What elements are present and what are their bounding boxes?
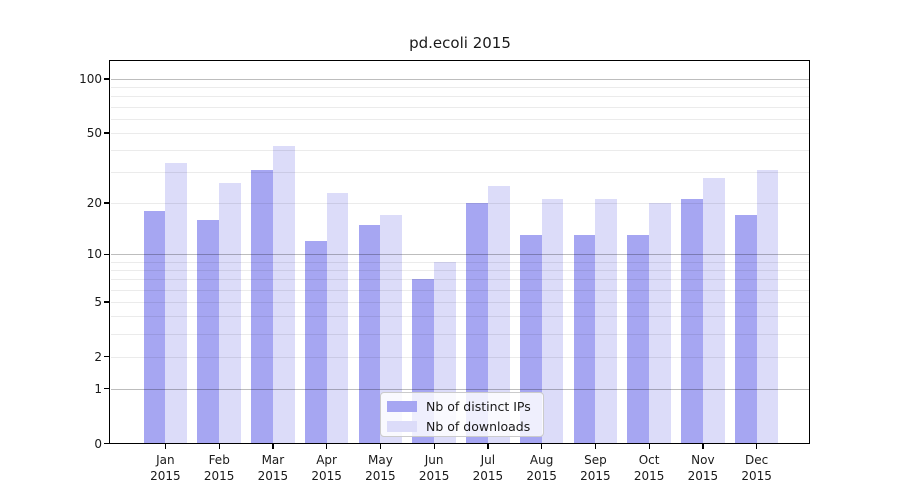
bar-dec-distinct-ips bbox=[734, 215, 757, 444]
gridline-minor-90 bbox=[110, 87, 809, 89]
gridline-minor-40 bbox=[110, 150, 809, 152]
gridline-minor-4 bbox=[110, 316, 809, 318]
x-tick-label-aug: Aug 2015 bbox=[526, 453, 557, 483]
x-tick-label-apr: Apr 2015 bbox=[311, 453, 342, 483]
bar-aug-downloads bbox=[541, 199, 564, 444]
gridline-minor-70 bbox=[110, 106, 809, 108]
y-tick-label-1: 1 bbox=[94, 381, 102, 396]
y-tick-100 bbox=[104, 78, 109, 80]
plot-frame bbox=[109, 60, 810, 444]
bar-dec-downloads bbox=[756, 169, 779, 444]
gridline-minor-7 bbox=[110, 279, 809, 281]
bar-feb-downloads bbox=[219, 183, 241, 444]
x-tick-aug bbox=[541, 443, 543, 449]
gridline-minor-5 bbox=[110, 302, 809, 303]
bar-nov-distinct-ips bbox=[681, 199, 703, 444]
legend-item-downloads: Nb of downloads bbox=[387, 418, 543, 435]
bar-sep-distinct-ips bbox=[573, 235, 596, 444]
y-tick-50 bbox=[104, 132, 109, 134]
gridline-minor-6 bbox=[110, 289, 809, 291]
x-tick-nov bbox=[702, 443, 704, 449]
gridline-major-1 bbox=[110, 388, 809, 390]
bar-jul-distinct-ips bbox=[466, 203, 488, 444]
x-tick-label-sep: Sep 2015 bbox=[580, 453, 611, 483]
bar-sep-downloads bbox=[595, 199, 618, 444]
gridline-minor-50 bbox=[110, 133, 809, 134]
x-tick-may bbox=[379, 443, 382, 449]
x-tick-label-dec: Dec 2015 bbox=[741, 453, 772, 483]
x-tick-jun bbox=[433, 443, 435, 449]
x-tick-label-jun: Jun 2015 bbox=[418, 453, 450, 483]
y-tick-20 bbox=[104, 202, 109, 204]
y-tick-label-100: 100 bbox=[79, 72, 102, 86]
y-tick-label-5: 5 bbox=[94, 295, 102, 309]
gridline-minor-3 bbox=[110, 334, 809, 335]
gridline-major-100 bbox=[110, 79, 809, 80]
bar-jan-downloads bbox=[165, 162, 188, 444]
x-tick-jul bbox=[487, 443, 489, 449]
y-tick-5 bbox=[104, 301, 109, 303]
x-tick-label-feb: Feb 2015 bbox=[203, 453, 235, 483]
x-tick-label-may: May 2015 bbox=[365, 453, 396, 483]
y-tick-label-0: 0 bbox=[94, 436, 102, 451]
x-tick-label-mar: Mar 2015 bbox=[257, 453, 289, 483]
legend: Nb of distinct IPs Nb of downloads bbox=[380, 392, 544, 437]
bar-mar-distinct-ips bbox=[251, 169, 273, 444]
bar-aug-distinct-ips bbox=[519, 235, 542, 444]
bar-apr-downloads bbox=[326, 192, 349, 444]
x-tick-label-jan: Jan 2015 bbox=[150, 453, 181, 483]
y-tick-0 bbox=[104, 442, 109, 445]
y-tick-10 bbox=[104, 253, 109, 255]
y-tick-2 bbox=[104, 356, 109, 358]
x-tick-dec bbox=[756, 443, 758, 449]
gridline-major-10 bbox=[110, 254, 809, 256]
bar-apr-distinct-ips bbox=[304, 240, 327, 444]
y-tick-label-20: 20 bbox=[86, 196, 102, 210]
y-tick-label-10: 10 bbox=[86, 247, 102, 262]
bar-oct-downloads bbox=[649, 203, 671, 444]
legend-item-distinct-ips: Nb of distinct IPs bbox=[387, 398, 543, 415]
legend-label-distinct-ips: Nb of distinct IPs bbox=[426, 399, 531, 414]
x-tick-jan bbox=[164, 443, 167, 449]
x-tick-mar bbox=[272, 443, 274, 449]
gridline-minor-20 bbox=[110, 203, 809, 204]
legend-label-downloads: Nb of downloads bbox=[426, 419, 531, 434]
bar-oct-distinct-ips bbox=[627, 235, 650, 444]
x-tick-label-jul: Jul 2015 bbox=[472, 453, 504, 483]
bar-may-downloads bbox=[380, 215, 403, 444]
bar-mar-downloads bbox=[272, 146, 295, 444]
y-tick-1 bbox=[104, 388, 109, 390]
bar-feb-distinct-ips bbox=[197, 219, 220, 444]
bar-nov-downloads bbox=[702, 177, 725, 444]
y-tick-label-2: 2 bbox=[94, 349, 102, 364]
x-tick-apr bbox=[326, 443, 328, 449]
x-tick-sep bbox=[594, 443, 597, 449]
y-tick-label-50: 50 bbox=[86, 126, 102, 140]
gridline-minor-60 bbox=[110, 118, 809, 120]
x-tick-label-oct: Oct 2015 bbox=[633, 453, 665, 483]
gridline-minor-80 bbox=[110, 96, 809, 98]
gridline-minor-30 bbox=[110, 172, 809, 174]
x-tick-feb bbox=[218, 443, 220, 449]
legend-swatch-downloads-icon bbox=[387, 421, 417, 432]
bar-jan-distinct-ips bbox=[143, 210, 166, 444]
bar-jul-downloads bbox=[487, 186, 510, 444]
chart-title: pd.ecoli 2015 bbox=[409, 34, 511, 52]
legend-swatch-distinct-ips-icon bbox=[387, 401, 417, 412]
gridline-minor-8 bbox=[110, 270, 809, 271]
gridline-minor-2 bbox=[110, 356, 809, 358]
x-tick-oct bbox=[648, 443, 650, 449]
bar-may-distinct-ips bbox=[358, 224, 381, 444]
x-tick-label-nov: Nov 2015 bbox=[687, 453, 719, 483]
gridline-minor-9 bbox=[110, 261, 809, 263]
